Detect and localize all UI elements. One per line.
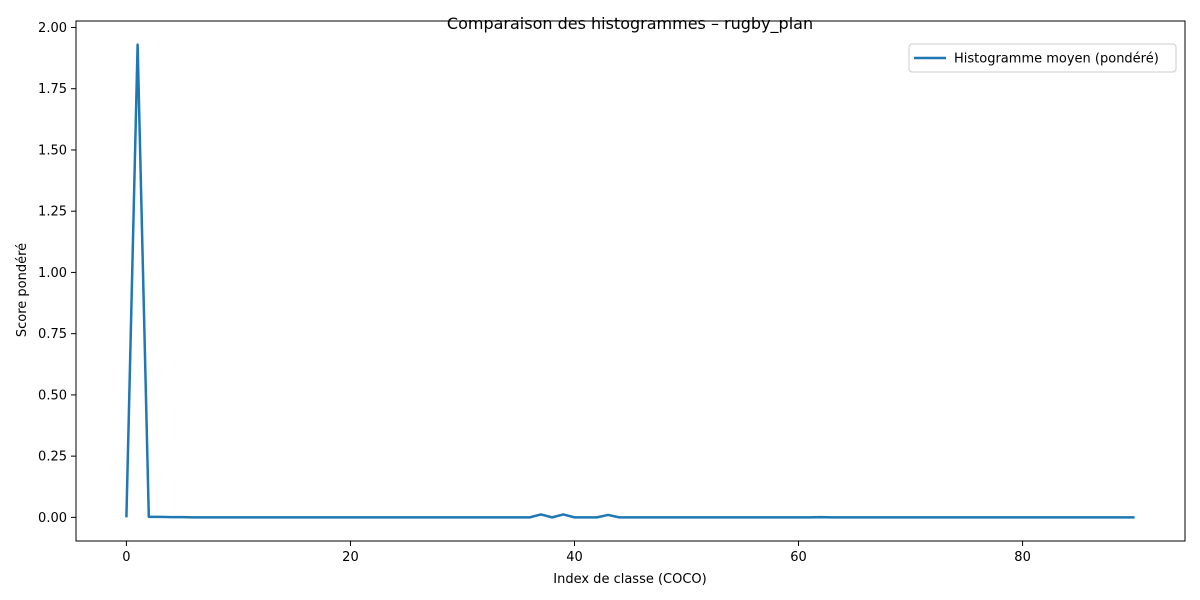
plot-area [75, 20, 1186, 542]
axes-frame [75, 20, 1186, 542]
y-tick-label: 1.75 [38, 82, 67, 97]
chart-title: Comparaison des histogrammes – rugby_pla… [447, 14, 813, 34]
y-tick-label: 0.50 [38, 388, 67, 403]
y-axis-title: Score pondéré [15, 243, 30, 337]
axes-ticks: 0 20 40 60 80 0.00 0.25 0.50 0.75 1.00 1.25 1.50 1.7… [38, 21, 1031, 565]
series-line-0 [125, 43, 1135, 519]
x-tick-label: 0 [122, 550, 130, 565]
x-axis-title: Index de classe (COCO) [553, 572, 706, 587]
x-tick-label: 40 [566, 550, 583, 565]
x-tick-label: 80 [1014, 550, 1031, 565]
x-tick-label: 20 [342, 550, 359, 565]
x-tick-label: 60 [790, 550, 807, 565]
y-tick-label: 0.75 [38, 327, 67, 342]
y-tick-label: 0.00 [38, 511, 67, 526]
y-tick-label: 1.25 [38, 205, 67, 220]
legend-label: Histogramme moyen (pondéré) [954, 52, 1159, 67]
legend: Histogramme moyen (pondéré) [908, 43, 1177, 73]
y-tick-label: 0.25 [38, 450, 67, 465]
y-tick-label: 1.00 [38, 266, 67, 281]
y-tick-label: 1.50 [38, 143, 67, 158]
y-tick-label: 2.00 [38, 21, 67, 36]
legend-box [908, 43, 1177, 73]
